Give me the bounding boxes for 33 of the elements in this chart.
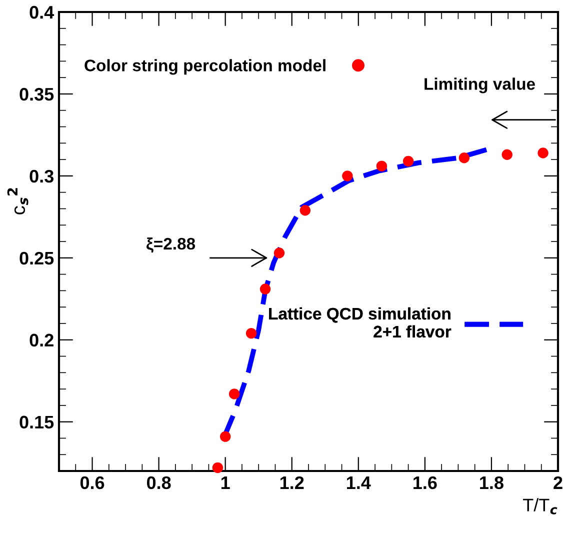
legend-label: Lattice QCD simulation 2+1 flavor [269, 307, 452, 338]
y-tick-label: 0.25 [20, 252, 54, 265]
point [246, 328, 257, 339]
y-tick-label: 0.2 [30, 334, 54, 347]
point [502, 149, 512, 160]
x-tick-label: 1 [221, 476, 230, 489]
x-tick-label: 1.8 [480, 476, 504, 490]
y-tick-label: 0.15 [20, 416, 54, 429]
annotation: Limiting value [424, 78, 535, 94]
point [300, 205, 311, 216]
point [228, 388, 240, 400]
point [274, 248, 285, 258]
point [220, 431, 231, 442]
y-tick-label: 0.4 [30, 6, 54, 19]
x-tick-label: 0.8 [146, 476, 171, 490]
point [212, 462, 224, 474]
x-tick-label: 1.6 [414, 476, 437, 490]
point [342, 170, 353, 182]
point [376, 160, 388, 172]
point [538, 148, 548, 158]
y-axis-title: c$_{s}$$^{2}$ [7, 188, 28, 214]
legend-label: Color string percolation model [84, 59, 326, 75]
point [402, 156, 414, 167]
y-tick-label: 0.35 [20, 88, 54, 101]
x-tick-label: 1.4 [346, 476, 371, 489]
annotation: ξ=2.88 [146, 237, 196, 253]
x-tick-label: 1.2 [280, 476, 304, 489]
x-tick-label: 2 [554, 476, 562, 489]
x-tick-label: 0.6 [80, 476, 104, 490]
y-tick-label: 0.3 [30, 170, 54, 183]
x-axis-title: T/T$_{c}$ [523, 498, 558, 514]
point [260, 284, 271, 294]
point [458, 152, 470, 164]
